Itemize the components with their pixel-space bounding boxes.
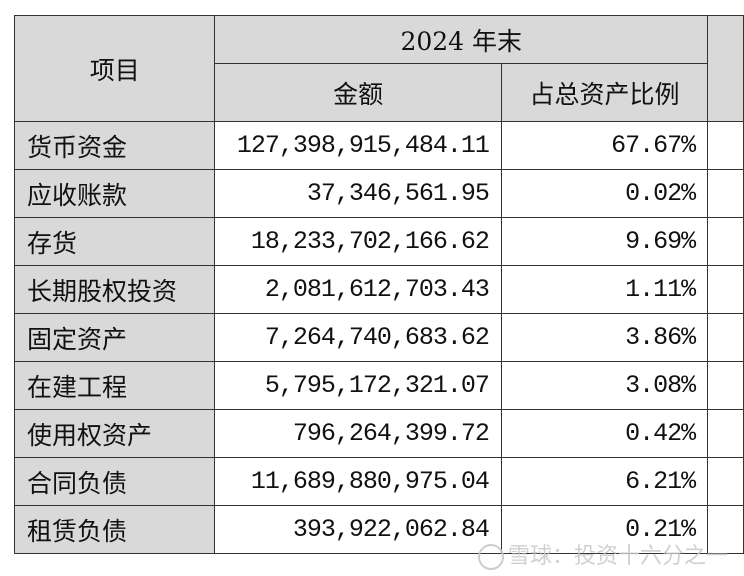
cell-amount: 127,398,915,484.11 xyxy=(214,121,502,170)
cell-item: 存货 xyxy=(13,217,216,266)
table-row: 应收账款 37,346,561.95 0.02% xyxy=(13,169,744,218)
table-row: 租赁负债 393,922,062.84 0.21% xyxy=(13,505,744,554)
cell-ratio: 1.11% xyxy=(500,265,709,314)
cell-extra xyxy=(707,121,744,170)
watermark-text: 雪球：投资十六分之一 xyxy=(508,544,729,569)
cell-amount: 796,264,399.72 xyxy=(214,409,502,458)
cell-extra xyxy=(707,409,744,458)
table-row: 合同负债 11,689,880,975.04 6.21% xyxy=(13,457,744,506)
cell-extra xyxy=(707,169,744,218)
table-row: 存货 18,233,702,166.62 9.69% xyxy=(13,217,744,266)
snowball-logo-icon xyxy=(478,544,504,570)
cell-ratio: 67.67% xyxy=(500,121,709,170)
header-ratio: 占总资产比例 xyxy=(500,63,709,122)
table-row: 固定资产 7,264,740,683.62 3.86% xyxy=(13,313,744,362)
cell-ratio: 0.42% xyxy=(500,409,709,458)
cell-ratio: 6.21% xyxy=(500,457,709,506)
cell-amount: 7,264,740,683.62 xyxy=(214,313,502,362)
cell-extra xyxy=(707,313,744,362)
cell-amount: 11,689,880,975.04 xyxy=(214,457,502,506)
cell-item: 在建工程 xyxy=(13,361,216,410)
balance-table: 项目 2024 年末 金额 占总资产比例 货币资金 127,398,915,484… xyxy=(13,15,744,554)
cell-ratio: 3.86% xyxy=(500,313,709,362)
table-row: 在建工程 5,795,172,321.07 3.08% xyxy=(13,361,744,410)
cell-amount: 5,795,172,321.07 xyxy=(214,361,502,410)
cell-ratio: 9.69% xyxy=(500,217,709,266)
cell-ratio: 0.21% xyxy=(500,505,709,554)
header-item: 项目 xyxy=(13,15,216,122)
cell-item: 使用权资产 xyxy=(13,409,216,458)
cell-extra xyxy=(707,265,744,314)
cell-extra xyxy=(707,457,744,506)
table-row: 长期股权投资 2,081,612,703.43 1.11% xyxy=(13,265,744,314)
cell-amount: 18,233,702,166.62 xyxy=(214,217,502,266)
watermark: 雪球：投资十六分之一 xyxy=(478,538,728,570)
header-period: 2024 年末 xyxy=(214,15,709,64)
header-row-2: 金额 占总资产比例 xyxy=(15,63,744,122)
cell-item: 合同负债 xyxy=(13,457,216,506)
header-row-1: 项目 2024 年末 xyxy=(13,15,744,122)
cell-ratio: 3.08% xyxy=(500,361,709,410)
cell-item: 货币资金 xyxy=(13,121,216,170)
cell-item: 固定资产 xyxy=(13,313,216,362)
cell-item: 长期股权投资 xyxy=(13,265,216,314)
cell-ratio: 0.02% xyxy=(500,169,709,218)
table-row: 使用权资产 796,264,399.72 0.42% xyxy=(13,409,744,458)
cell-amount: 37,346,561.95 xyxy=(214,169,502,218)
cell-item: 应收账款 xyxy=(13,169,216,218)
cell-amount: 2,081,612,703.43 xyxy=(214,265,502,314)
cell-extra xyxy=(707,361,744,410)
cell-extra xyxy=(707,505,744,554)
header-amount: 金额 xyxy=(214,63,502,122)
header-extra xyxy=(707,15,744,122)
cell-item: 租赁负债 xyxy=(13,505,216,554)
cell-amount: 393,922,062.84 xyxy=(214,505,502,554)
cell-extra xyxy=(707,217,744,266)
table-row: 货币资金 127,398,915,484.11 67.67% xyxy=(13,121,744,170)
